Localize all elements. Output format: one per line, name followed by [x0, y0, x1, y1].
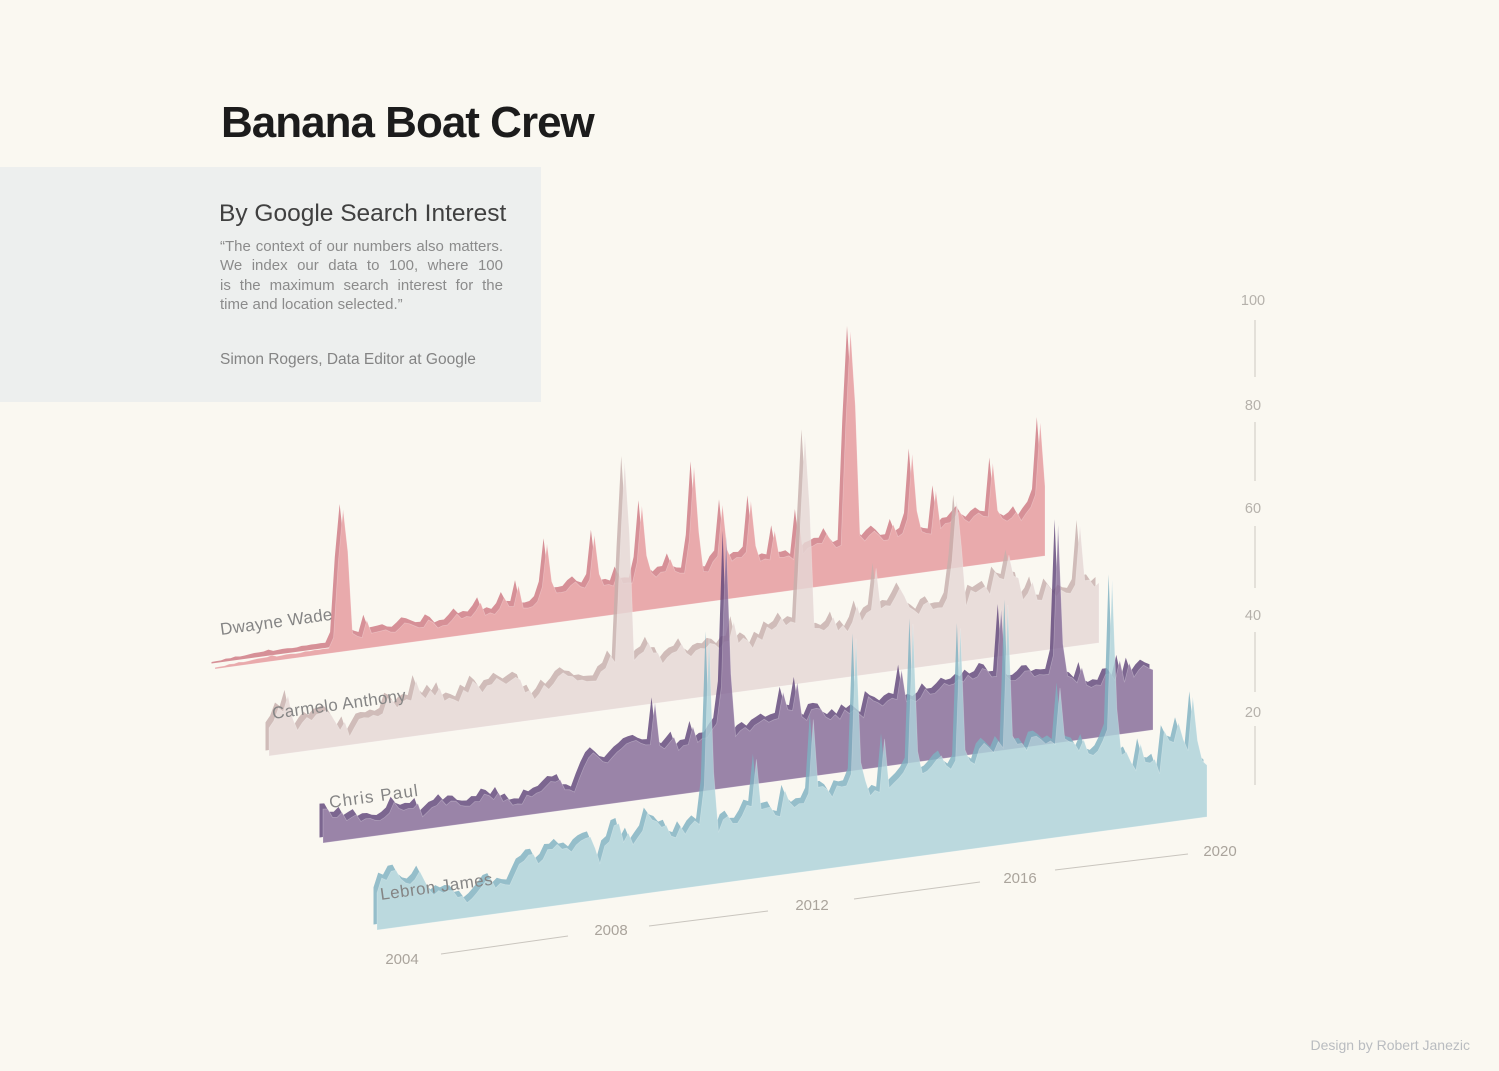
svg-text:2004: 2004	[385, 951, 418, 968]
svg-text:100: 100	[1241, 293, 1265, 309]
svg-text:Dwayne Wade: Dwayne Wade	[219, 605, 334, 639]
svg-text:2020: 2020	[1203, 843, 1236, 860]
svg-text:20: 20	[1245, 705, 1261, 721]
svg-text:60: 60	[1245, 501, 1261, 517]
svg-text:40: 40	[1245, 608, 1261, 624]
svg-text:2008: 2008	[594, 922, 627, 939]
svg-text:80: 80	[1245, 398, 1261, 414]
svg-text:2016: 2016	[1003, 870, 1036, 887]
svg-text:2012: 2012	[795, 897, 828, 914]
